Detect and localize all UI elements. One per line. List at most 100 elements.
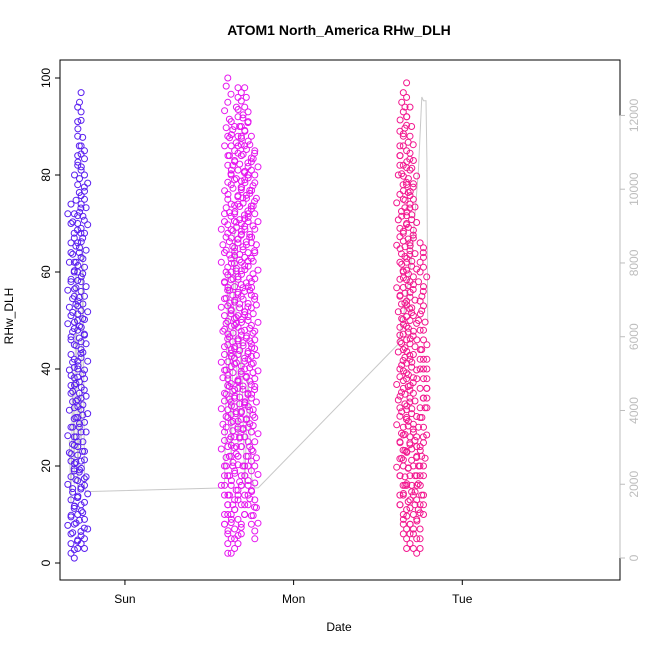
- data-point: [409, 226, 417, 234]
- y-tick-label: 80: [39, 168, 53, 182]
- data-point: [241, 225, 249, 233]
- data-point: [237, 123, 245, 130]
- data-point: [221, 511, 228, 518]
- data-point: [247, 291, 255, 299]
- data-point: [227, 181, 235, 189]
- data-point: [254, 430, 262, 438]
- data-point: [241, 511, 249, 518]
- data-point: [244, 249, 252, 257]
- data-point: [238, 318, 245, 326]
- data-point: [75, 468, 83, 476]
- data-point: [406, 496, 414, 504]
- data-point: [74, 403, 82, 411]
- data-point: [248, 390, 256, 398]
- data-point: [82, 392, 90, 400]
- data-point: [244, 171, 252, 179]
- data-point: [252, 241, 260, 249]
- data-point: [403, 254, 411, 262]
- data-point: [409, 389, 417, 397]
- data-point: [67, 200, 75, 208]
- data-point: [237, 530, 245, 538]
- data-point: [239, 339, 247, 347]
- data-point: [420, 511, 427, 518]
- y-tick-label: 0: [39, 559, 53, 566]
- data-point: [406, 504, 414, 512]
- data-point: [84, 525, 92, 533]
- data-point: [249, 257, 257, 265]
- data-point: [396, 161, 404, 169]
- data-point: [79, 349, 87, 356]
- data-point: [406, 188, 414, 195]
- data-point: [77, 457, 85, 465]
- data-point: [74, 125, 82, 133]
- data-point: [246, 187, 254, 194]
- data-point: [227, 411, 235, 419]
- data-point: [244, 481, 252, 489]
- data-point: [399, 320, 407, 328]
- data-point: [74, 161, 82, 169]
- data-point: [217, 481, 225, 489]
- data-point: [418, 414, 426, 421]
- data-point: [413, 496, 421, 504]
- data-point: [231, 176, 239, 184]
- data-point: [234, 417, 242, 425]
- data-point: [420, 253, 427, 261]
- x-axis: Sun Mon Tue: [114, 579, 473, 606]
- data-point: [396, 501, 404, 509]
- data-point: [227, 131, 235, 139]
- data-point: [241, 179, 249, 187]
- data-point: [254, 471, 262, 478]
- data-point: [70, 363, 78, 371]
- data-point: [67, 275, 75, 283]
- data-point: [234, 461, 242, 469]
- data-point: [408, 363, 416, 371]
- data-point: [423, 394, 431, 402]
- data-point: [246, 274, 254, 282]
- data-point: [254, 318, 262, 326]
- y2-tick-label: 2000: [627, 471, 641, 498]
- data-point: [232, 319, 240, 327]
- data-point: [217, 445, 225, 453]
- data-point: [396, 152, 404, 160]
- data-point: [403, 313, 411, 321]
- data-point: [406, 540, 414, 548]
- x-tick-label: Mon: [282, 592, 305, 606]
- data-point: [234, 84, 242, 92]
- data-point: [82, 428, 90, 436]
- data-point: [399, 456, 407, 464]
- data-point: [420, 462, 427, 470]
- data-point: [79, 401, 87, 409]
- data-point: [413, 549, 421, 557]
- data-point: [69, 485, 77, 493]
- data-point: [221, 520, 229, 528]
- data-point: [416, 355, 424, 363]
- data-point: [64, 210, 72, 218]
- data-point: [227, 322, 235, 330]
- data-point: [396, 491, 404, 499]
- data-point: [415, 317, 422, 324]
- data-point: [396, 412, 404, 420]
- data-point: [420, 375, 427, 383]
- data-point: [227, 142, 235, 150]
- data-point: [409, 234, 417, 242]
- data-point: [74, 477, 82, 485]
- data-point: [77, 428, 85, 436]
- data-point: [396, 338, 404, 346]
- data-point: [238, 270, 245, 278]
- data-point: [64, 432, 72, 440]
- data-point: [77, 273, 85, 281]
- data-point: [396, 258, 404, 266]
- data-point: [403, 121, 411, 129]
- data-point: [77, 163, 85, 171]
- data-point: [71, 285, 78, 293]
- data-point: [231, 244, 239, 252]
- data-point: [244, 389, 252, 397]
- data-point: [221, 312, 228, 320]
- data-point: [251, 210, 259, 218]
- data-point: [242, 93, 250, 101]
- data-point: [65, 258, 73, 266]
- data-point: [243, 194, 250, 202]
- data-point: [408, 481, 416, 489]
- data-point: [77, 238, 85, 246]
- data-point: [244, 452, 252, 460]
